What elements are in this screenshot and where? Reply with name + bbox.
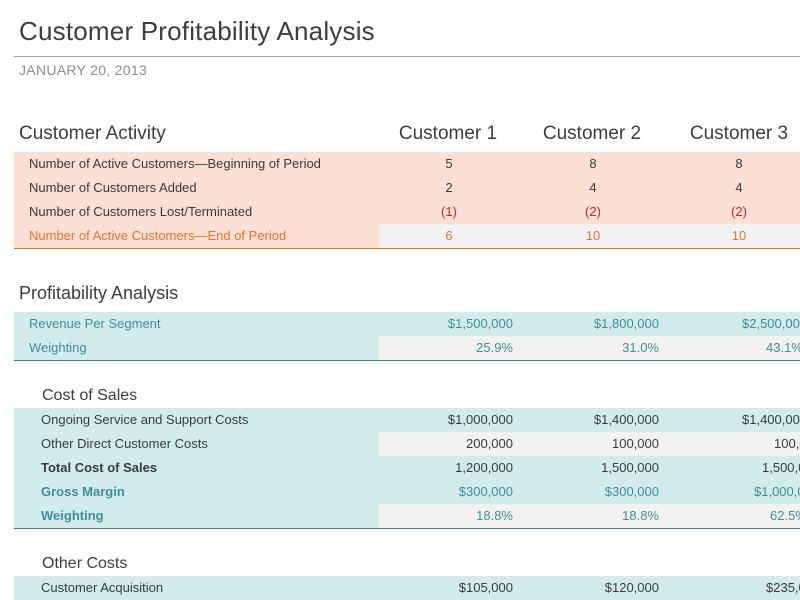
- section-divider: [14, 528, 800, 529]
- table-row: Ongoing Service and Support Costs $1,000…: [14, 408, 800, 432]
- cell-value: 100,00: [774, 436, 800, 451]
- row-label: Gross Margin: [41, 484, 125, 499]
- cell-value: $300,000: [604, 484, 659, 499]
- row-label-background: [14, 336, 379, 360]
- column-header-customer-1: Customer 1: [398, 123, 498, 144]
- row-value-background: [379, 504, 800, 528]
- cell-value: 62.5%: [770, 508, 800, 523]
- cell-value: 100,000: [612, 436, 659, 451]
- cell-value: 4: [735, 180, 743, 195]
- cell-value: 1,200,000: [455, 460, 513, 475]
- section-divider: [14, 248, 800, 249]
- section-heading-profitability: Profitability Analysis: [19, 283, 179, 303]
- table-row: Total Cost of Sales 1,200,000 1,500,000 …: [14, 456, 800, 480]
- cell-value: $2,500,00: [742, 316, 800, 331]
- section-divider: [14, 360, 800, 361]
- cell-value: 10: [731, 228, 747, 243]
- table-row: Weighting 18.8% 18.8% 62.5%: [14, 504, 800, 528]
- cell-value: 1,500,00: [762, 460, 800, 475]
- table-row: Number of Customers Lost/Terminated (1) …: [14, 200, 800, 224]
- cell-value: $1,800,000: [593, 316, 659, 331]
- report-date: JANUARY 20, 2013: [19, 62, 148, 78]
- cell-value: 6: [445, 228, 453, 243]
- cell-value: $1,400,000: [593, 412, 659, 427]
- cell-value: (1): [441, 204, 457, 219]
- cell-value: $1,400,00: [742, 412, 800, 427]
- row-label-background: [14, 504, 379, 528]
- table-row-total: Number of Active Customers—End of Period…: [14, 224, 800, 248]
- section-heading-customer-activity: Customer Activity: [19, 123, 166, 144]
- cell-value: (2): [731, 204, 747, 219]
- table-row: Revenue Per Segment $1,500,000 $1,800,00…: [14, 312, 800, 336]
- section-heading-cost-of-sales: Cost of Sales: [42, 387, 138, 404]
- cell-value: $120,000: [604, 580, 659, 595]
- row-value-background: [379, 224, 800, 248]
- row-label: Ongoing Service and Support Costs: [41, 412, 249, 427]
- cell-value: 10: [585, 228, 601, 243]
- cell-value: (2): [585, 204, 601, 219]
- column-header-customer-3: Customer 3: [689, 123, 789, 144]
- row-label: Other Direct Customer Costs: [41, 436, 208, 451]
- row-value-background: [379, 432, 800, 456]
- row-label: Number of Customers Added: [29, 180, 197, 195]
- cell-value: 18.8%: [476, 508, 513, 523]
- row-label-background: [14, 224, 379, 248]
- section-heading-other-costs: Other Costs: [42, 555, 128, 572]
- cell-value: 5: [445, 156, 453, 171]
- cell-value: 4: [589, 180, 597, 195]
- cell-value: $1,500,000: [447, 316, 513, 331]
- row-label: Weighting: [41, 508, 104, 523]
- cell-value: 18.8%: [622, 508, 659, 523]
- title-divider: [14, 56, 800, 57]
- cell-value: $1,000,00: [754, 484, 800, 499]
- page-title: Customer Profitability Analysis: [19, 16, 375, 46]
- cell-value: 2: [445, 180, 453, 195]
- cell-value: 8: [589, 156, 597, 171]
- cell-value: $105,000: [458, 580, 513, 595]
- row-label: Total Cost of Sales: [41, 460, 158, 475]
- table-row: Customer Acquisition $105,000 $120,000 $…: [14, 576, 800, 600]
- row-label: Number of Customers Lost/Terminated: [29, 204, 253, 219]
- table-row: Number of Active Customers—Beginning of …: [14, 152, 800, 176]
- cell-value: 8: [735, 156, 743, 171]
- row-label-background: [14, 432, 379, 456]
- table-row: Number of Customers Added 2 4 4: [14, 176, 800, 200]
- column-header-customer-2: Customer 2: [542, 123, 642, 144]
- cell-value: 31.0%: [622, 340, 659, 355]
- cell-value: 43.1%: [766, 340, 800, 355]
- table-row: Other Direct Customer Costs 200,000 100,…: [14, 432, 800, 456]
- cell-value: $1,000,000: [447, 412, 513, 427]
- row-label: Number of Active Customers—Beginning of …: [29, 156, 321, 171]
- row-value-background: [379, 336, 800, 360]
- row-label: Number of Active Customers—End of Period: [29, 228, 287, 243]
- cell-value: $300,000: [458, 484, 513, 499]
- row-label: Weighting: [29, 340, 87, 355]
- cell-value: 1,500,000: [601, 460, 659, 475]
- row-label: Revenue Per Segment: [29, 316, 161, 331]
- cell-value: 25.9%: [476, 340, 513, 355]
- table-row: Gross Margin $300,000 $300,000 $1,000,00: [14, 480, 800, 504]
- cell-value: 200,000: [466, 436, 513, 451]
- table-row: Weighting 25.9% 31.0% 43.1%: [14, 336, 800, 360]
- cell-value: $235,00: [766, 580, 800, 595]
- row-label: Customer Acquisition: [41, 580, 164, 595]
